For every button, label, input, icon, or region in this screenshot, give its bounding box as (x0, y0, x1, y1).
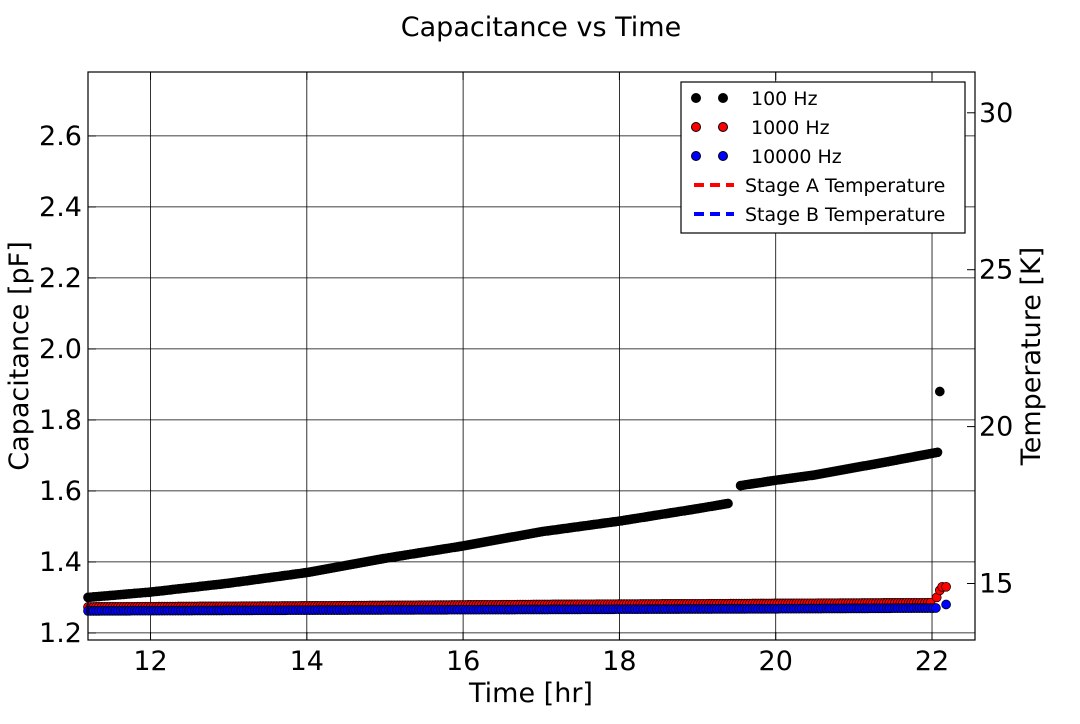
y-tick-label: 1.6 (39, 476, 82, 507)
plot-frame (87, 71, 976, 641)
series-100-hz (83, 386, 945, 603)
data-point (941, 599, 951, 610)
data-point (934, 386, 945, 397)
legend-label-1000hz: 1000 Hz (751, 117, 830, 139)
legend-label-stage-a: Stage A Temperature (745, 175, 945, 197)
y-tick-label: 1.2 (39, 618, 82, 649)
y-tick-label: 1.4 (39, 547, 82, 578)
x-tick-label: 16 (446, 646, 480, 677)
y2-tick-label: 15 (979, 569, 1013, 600)
x-axis-label: Time [hr] (468, 678, 593, 709)
y-tick-label: 2.2 (39, 263, 82, 294)
legend-marker-1000hz (691, 122, 701, 132)
tick-layer: 12 14 16 18 20 22 1.2 1.4 1.6 1.8 2.0 2.2 2.4 2.6 15 20… (39, 72, 1013, 677)
data-point (723, 498, 733, 509)
y2-tick-label: 20 (979, 412, 1013, 443)
legend-box (680, 81, 966, 234)
legend-marker-10000hz (718, 151, 728, 161)
x-tick-label: 14 (290, 646, 324, 677)
legend-marker-100hz (691, 93, 701, 103)
x-tick-label: 12 (133, 646, 167, 677)
y-tick-label: 2.6 (39, 121, 82, 152)
y2-axis-label: Temperature [K] (1016, 247, 1047, 466)
y-tick-label: 2.0 (39, 334, 82, 365)
legend-marker-1000hz (718, 122, 728, 132)
y2-tick-label: 25 (979, 255, 1013, 286)
data-point (941, 581, 951, 592)
y-axis-label: Capacitance [pF] (4, 241, 35, 470)
legend: 100 Hz 1000 Hz 10000 Hz Stage A Temperat… (680, 81, 966, 234)
series-10000-hz (83, 599, 951, 616)
y-tick-label: 2.4 (39, 192, 82, 223)
chart-title: Capacitance vs Time (401, 12, 681, 43)
data-point (932, 447, 943, 458)
y2-tick-label: 30 (979, 98, 1013, 129)
legend-marker-10000hz (691, 151, 701, 161)
x-tick-label: 20 (759, 646, 793, 677)
data-point (931, 603, 941, 613)
legend-label-100hz: 100 Hz (751, 88, 818, 110)
legend-label-stage-b: Stage B Temperature (745, 204, 945, 226)
series-layer (83, 386, 951, 616)
legend-label-10000hz: 10000 Hz (751, 146, 842, 168)
legend-marker-100hz (718, 93, 728, 103)
x-tick-label: 22 (915, 646, 949, 677)
x-tick-label: 18 (602, 646, 636, 677)
y-tick-label: 1.8 (39, 405, 82, 436)
